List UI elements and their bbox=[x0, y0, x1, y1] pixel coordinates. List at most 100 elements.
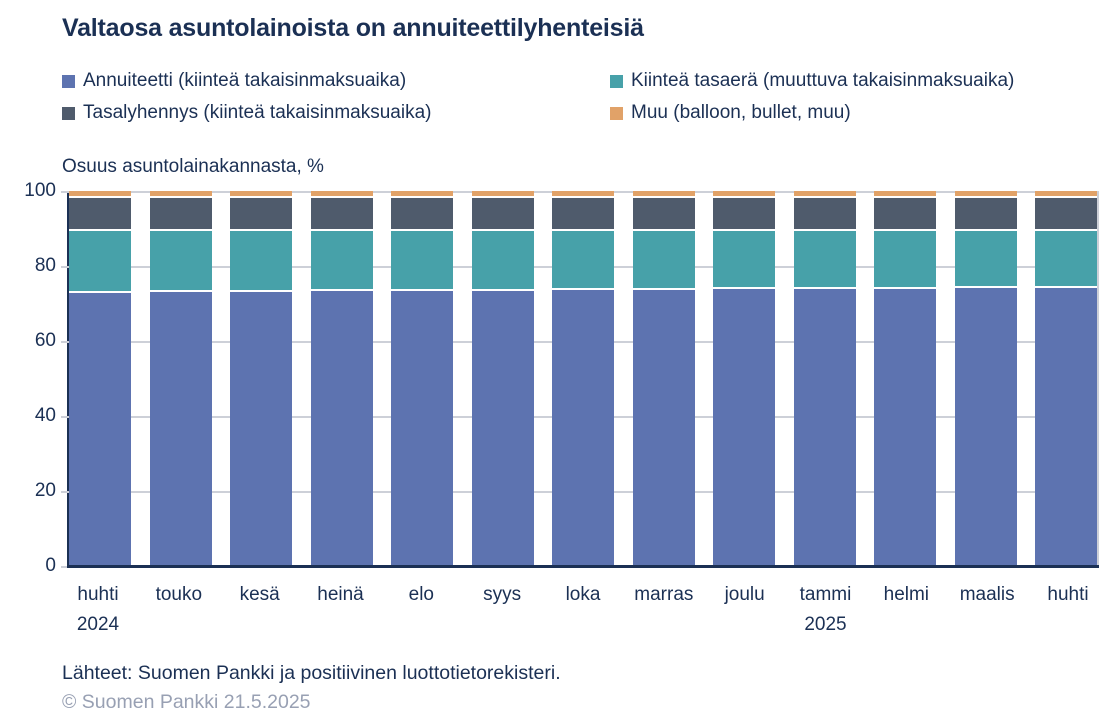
bar-segment bbox=[230, 228, 292, 290]
legend-item-tasalyhennys: Tasalyhennys (kiinteä takaisinmaksuaika) bbox=[62, 102, 610, 124]
y-tick-mark-60 bbox=[61, 341, 69, 343]
bar-segment bbox=[793, 228, 856, 287]
bar-segment bbox=[471, 228, 534, 289]
bar-segment bbox=[793, 287, 856, 566]
x-tick-label-tammi-9: tammi bbox=[799, 584, 852, 605]
bar-segment bbox=[713, 196, 775, 229]
stacked-bar-huhti-0 bbox=[69, 191, 131, 566]
stacked-bar-elo-4 bbox=[391, 191, 453, 566]
x-year-label-2025: 2025 bbox=[804, 614, 847, 635]
y-tick-label-100: 100 bbox=[24, 180, 56, 201]
x-tick-label-touko-1: touko bbox=[155, 584, 203, 605]
bar-segment bbox=[1035, 285, 1097, 566]
bar-segment bbox=[230, 191, 292, 197]
y-tick-mark-0 bbox=[61, 566, 69, 568]
bar-segment bbox=[632, 191, 695, 197]
bar-segment bbox=[471, 196, 534, 229]
bar-segment bbox=[1035, 228, 1097, 286]
y-tick-mark-20 bbox=[61, 491, 69, 493]
bar-segment bbox=[471, 191, 534, 197]
bar-segment bbox=[954, 286, 1017, 566]
y-tick-mark-100 bbox=[61, 191, 69, 193]
sources-note: Lähteet: Suomen Pankki ja positiivinen l… bbox=[62, 662, 561, 684]
bar-segment bbox=[391, 288, 453, 566]
bar-segment bbox=[149, 196, 212, 229]
legend-swatch-kiintea-tasaera-icon bbox=[610, 74, 623, 88]
x-tick-label-syys-5: syys bbox=[483, 584, 522, 605]
bar-segment bbox=[874, 191, 936, 197]
bar-segment bbox=[391, 191, 453, 197]
bar-segment bbox=[713, 191, 775, 197]
bar-segment bbox=[391, 196, 453, 229]
bar-segment bbox=[310, 191, 373, 197]
bar-segment bbox=[874, 196, 936, 229]
x-axis-line bbox=[67, 565, 1099, 568]
x-tick-label-kesä-2: kesä bbox=[239, 584, 280, 605]
x-tick-label-helmi-10: helmi bbox=[883, 584, 930, 605]
x-tick-label-heinä-3: heinä bbox=[317, 584, 364, 605]
copyright-note: © Suomen Pankki 21.5.2025 bbox=[62, 691, 311, 713]
y-axis-title: Osuus asuntolainakannasta, % bbox=[62, 156, 324, 177]
legend-label-muu: Muu (balloon, bullet, muu) bbox=[631, 102, 851, 123]
stacked-bar-touko-1 bbox=[149, 191, 212, 566]
bar-segment bbox=[69, 228, 131, 292]
y-tick-label-20: 20 bbox=[34, 480, 56, 501]
stacked-bar-heinä-3 bbox=[310, 191, 373, 566]
x-tick-label-marras-7: marras bbox=[634, 584, 694, 605]
bar-segment bbox=[954, 191, 1017, 197]
x-tick-label-maalis-11: maalis bbox=[959, 584, 1015, 605]
x-tick-label-elo-4: elo bbox=[408, 584, 434, 605]
bar-segment bbox=[632, 228, 695, 288]
legend-item-kiintea-tasaera: Kiinteä tasaerä (muuttuva takaisinmaksua… bbox=[610, 70, 1092, 92]
stacked-bar-loka-6 bbox=[552, 191, 614, 566]
stacked-bar-tammi-9 bbox=[793, 191, 856, 566]
legend-label-tasalyhennys: Tasalyhennys (kiinteä takaisinmaksuaika) bbox=[83, 102, 432, 123]
plot-area bbox=[61, 191, 1099, 568]
bar-segment bbox=[1035, 191, 1097, 197]
bar-segment bbox=[310, 289, 373, 566]
bar-segment bbox=[310, 228, 373, 290]
bar-segment bbox=[230, 196, 292, 229]
legend-item-muu: Muu (balloon, bullet, muu) bbox=[610, 102, 1092, 124]
bar-segment bbox=[149, 290, 212, 566]
legend: Annuiteetti (kiinteä takaisinmaksuaika) … bbox=[62, 70, 1092, 124]
bar-segment bbox=[69, 196, 131, 229]
stacked-bar-maalis-11 bbox=[954, 191, 1017, 566]
bar-segment bbox=[793, 191, 856, 197]
bar-segment bbox=[874, 228, 936, 287]
bar-segment bbox=[149, 191, 212, 197]
bar-segment bbox=[230, 290, 292, 566]
bar-segment bbox=[552, 288, 614, 566]
bar-segment bbox=[149, 228, 212, 291]
bar-segment bbox=[552, 228, 614, 289]
bar-segment bbox=[552, 196, 614, 229]
bar-segment bbox=[552, 191, 614, 197]
stacked-bar-kesä-2 bbox=[230, 191, 292, 566]
legend-label-kiintea-tasaera: Kiinteä tasaerä (muuttuva takaisinmaksua… bbox=[631, 70, 1015, 91]
legend-label-annuiteetti: Annuiteetti (kiinteä takaisinmaksuaika) bbox=[83, 70, 407, 91]
x-year-label-2024: 2024 bbox=[76, 614, 120, 635]
bars-container bbox=[69, 191, 1097, 566]
stacked-bar-marras-7 bbox=[632, 191, 695, 566]
y-tick-label-60: 60 bbox=[34, 330, 56, 351]
y-tick-mark-80 bbox=[61, 266, 69, 268]
bar-segment bbox=[874, 286, 936, 566]
bar-segment bbox=[793, 196, 856, 229]
bar-segment bbox=[471, 288, 534, 566]
bar-segment bbox=[69, 191, 131, 197]
bar-segment bbox=[310, 196, 373, 229]
x-tick-label-huhti-0: huhti bbox=[77, 584, 119, 605]
bar-segment bbox=[632, 196, 695, 229]
bar-segment bbox=[954, 228, 1017, 287]
stacked-bar-syys-5 bbox=[471, 191, 534, 566]
page-title: Valtaosa asuntolainoista on annuiteettil… bbox=[62, 14, 644, 42]
stacked-bar-huhti-12 bbox=[1035, 191, 1097, 566]
bar-segment bbox=[1035, 196, 1097, 229]
y-tick-label-40: 40 bbox=[34, 405, 56, 426]
x-tick-label-loka-6: loka bbox=[565, 584, 601, 605]
bar-segment bbox=[69, 291, 131, 566]
y-tick-label-80: 80 bbox=[34, 255, 56, 276]
bar-segment bbox=[391, 228, 453, 289]
legend-swatch-tasalyhennys-icon bbox=[62, 106, 75, 120]
